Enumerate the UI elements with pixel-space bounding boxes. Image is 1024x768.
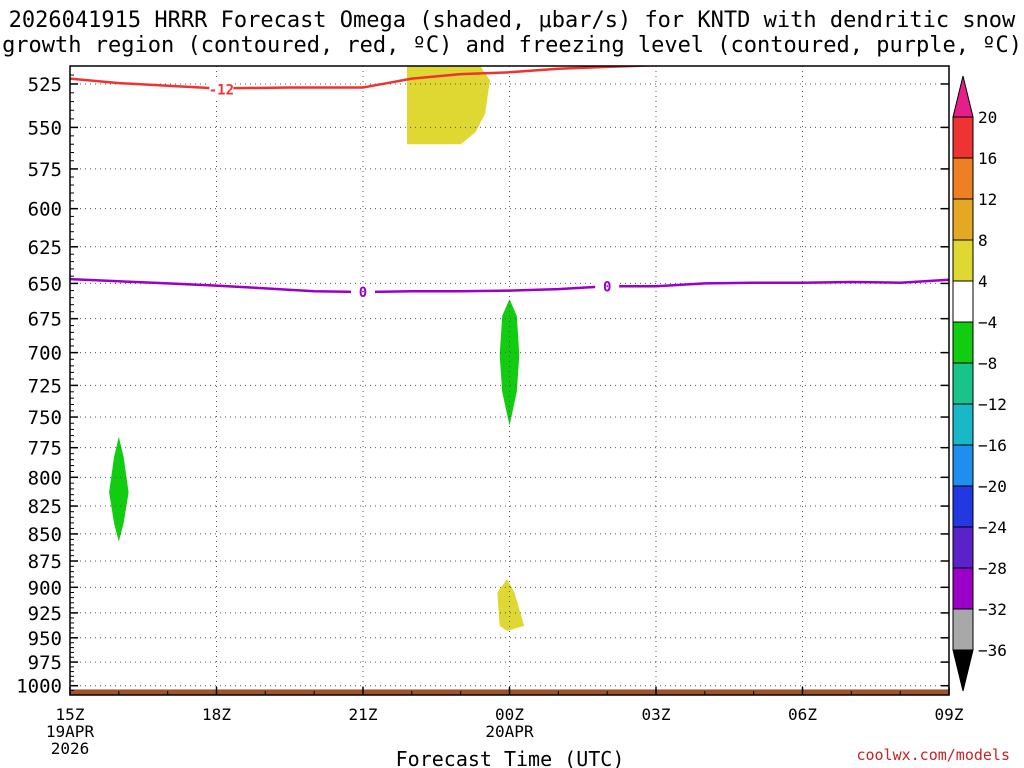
y-tick-label-750: 750 — [28, 407, 62, 429]
omega-area-low-green — [109, 436, 129, 542]
colorbar-swatch-7 — [952, 362, 974, 405]
contour-label-bg-dendritic-minus12-0 — [209, 81, 234, 98]
omega-shading-layer — [109, 66, 525, 631]
omega-area-mid-green — [499, 299, 520, 426]
x-tick-label-09Z: 09Z — [935, 705, 964, 724]
x-tick-label-15Z: 15Z — [56, 705, 85, 724]
y-tick-label-550: 550 — [28, 117, 62, 139]
x-tick-label-18Z: 18Z — [202, 705, 231, 724]
chart-title-line-1: 2026041915 HRRR Forecast Omega (shaded, … — [8, 8, 1016, 33]
x-tick-label-21Z: 21Z — [349, 705, 378, 724]
colorbar-label-7: −12 — [978, 395, 1007, 414]
contour-dendritic-minus12 — [70, 66, 668, 90]
y-tick-label-825: 825 — [28, 496, 62, 518]
colorbar-swatch-2 — [952, 157, 974, 200]
colorbar-label-10: −24 — [978, 518, 1007, 537]
y-tick-label-1000: 1000 — [16, 676, 62, 698]
colorbar-label-6: −8 — [978, 354, 997, 373]
contour-freezing-0 — [70, 277, 949, 294]
colorbar-label-0: 20 — [978, 108, 997, 127]
colorbar-label-4: 4 — [978, 272, 988, 291]
x-tick-label-06Z: 06Z — [788, 705, 817, 724]
colorbar-label-8: −16 — [978, 436, 1007, 455]
y-tick-label-600: 600 — [28, 199, 62, 221]
colorbar-swatch-8 — [952, 403, 974, 446]
contour-label-freezing-0-1: 0 — [603, 279, 611, 295]
x-tick-sublabel-2026: 2026 — [51, 739, 90, 758]
colorbar-swatch-4 — [952, 239, 974, 282]
contour-label-bg-freezing-0-0 — [351, 283, 375, 300]
colorbar: 20 16 12 8 4 −4 −8 −12 −16 −20 −24 −28 −32 −36 — [952, 75, 1007, 692]
y-tick-label-775: 775 — [28, 438, 62, 460]
colorbar-swatch-12 — [952, 567, 974, 610]
y-tick-label-975: 975 — [28, 652, 62, 674]
colorbar-swatch-13 — [952, 608, 974, 651]
x-tick-label-03Z: 03Z — [642, 705, 671, 724]
colorbar-swatch-9 — [952, 444, 974, 487]
colorbar-swatch-0 — [952, 75, 974, 118]
credit-text: coolwx.com/models — [856, 746, 1010, 764]
colorbar-label-2: 12 — [978, 190, 997, 209]
y-tick-label-725: 725 — [28, 375, 62, 397]
omega-area-low-yellow — [497, 579, 525, 631]
y-tick-label-700: 700 — [28, 343, 62, 365]
x-tick-sublabel-20APR: 20APR — [485, 722, 534, 741]
y-axis-ticks: 525 550 575 600 625 650 675 700 725 750 775 800 825 8… — [16, 74, 949, 698]
y-tick-label-850: 850 — [28, 524, 62, 546]
y-tick-label-525: 525 — [28, 74, 62, 96]
contour-label-freezing-0-0: 0 — [359, 285, 367, 301]
x-axis-label: Forecast Time (UTC) — [396, 747, 625, 768]
y-tick-label-925: 925 — [28, 603, 62, 625]
colorbar-label-5: −4 — [978, 313, 997, 332]
y-tick-label-675: 675 — [28, 309, 62, 331]
contour-label-dendritic-minus12-0: -12 — [209, 82, 234, 98]
y-tick-label-625: 625 — [28, 237, 62, 259]
y-tick-label-950: 950 — [28, 628, 62, 650]
x-tick-label-00Z: 00Z — [495, 705, 524, 724]
contour-label-bg-freezing-0-1 — [595, 278, 620, 295]
colorbar-swatch-5 — [952, 280, 974, 323]
colorbar-swatch-10 — [952, 485, 974, 528]
omega-area-upper-yellow — [407, 66, 490, 145]
colorbar-swatch-14 — [952, 649, 974, 692]
chart-title-line-2: growth region (contoured, red, ºC) and f… — [2, 33, 1022, 58]
colorbar-swatch-1 — [952, 116, 974, 159]
colorbar-label-12: −32 — [978, 600, 1007, 619]
y-tick-label-900: 900 — [28, 577, 62, 599]
colorbar-swatch-3 — [952, 198, 974, 241]
y-tick-label-875: 875 — [28, 551, 62, 573]
colorbar-swatch-11 — [952, 526, 974, 569]
colorbar-label-1: 16 — [978, 149, 997, 168]
y-tick-label-575: 575 — [28, 159, 62, 181]
colorbar-label-3: 8 — [978, 231, 988, 250]
colorbar-label-13: −36 — [978, 641, 1007, 660]
y-tick-label-650: 650 — [28, 273, 62, 295]
y-tick-label-800: 800 — [28, 467, 62, 489]
colorbar-label-9: −20 — [978, 477, 1007, 496]
contour-layer: -12 0 0 — [70, 66, 949, 301]
x-tick-sublabel-19APR: 19APR — [46, 722, 95, 741]
colorbar-swatch-6 — [952, 321, 974, 364]
colorbar-label-11: −28 — [978, 559, 1007, 578]
